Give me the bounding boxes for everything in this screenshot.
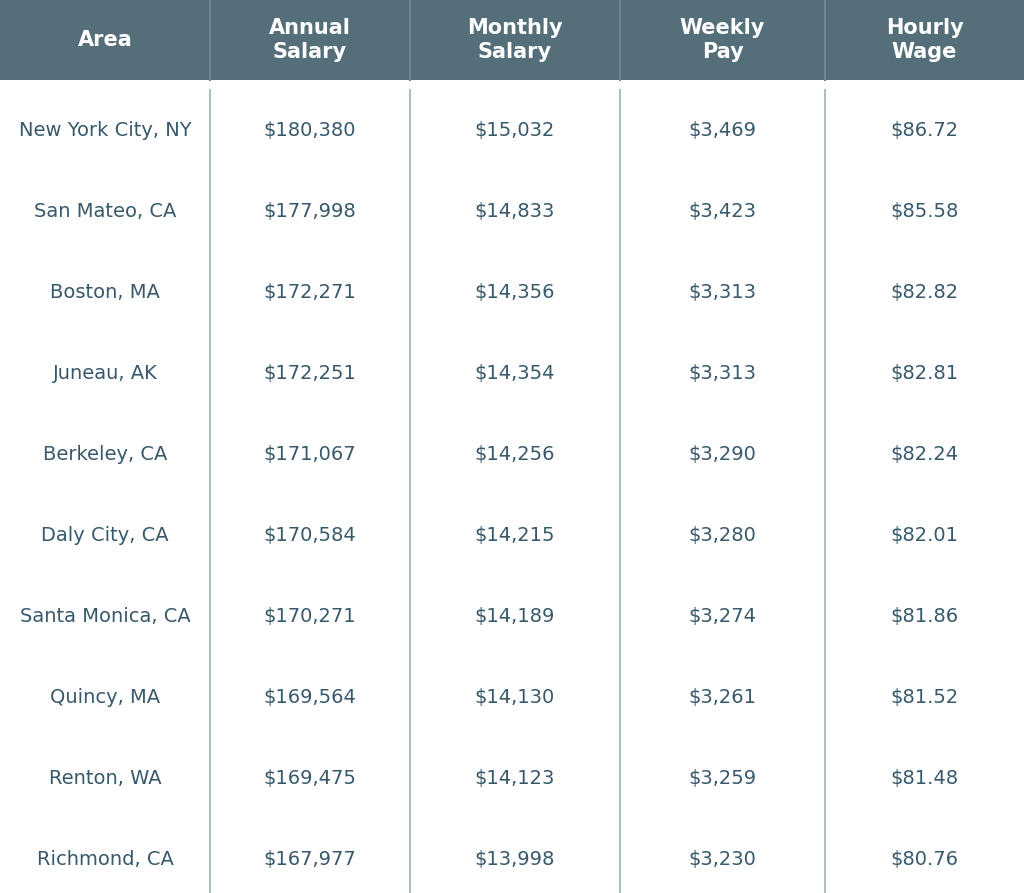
- Text: $3,313: $3,313: [688, 364, 757, 383]
- Text: $3,274: $3,274: [688, 607, 757, 626]
- Text: $3,261: $3,261: [688, 688, 757, 707]
- Text: $82.82: $82.82: [891, 283, 958, 302]
- Text: Monthly
Salary: Monthly Salary: [467, 19, 563, 62]
- Text: $3,259: $3,259: [688, 769, 757, 788]
- Text: $3,469: $3,469: [688, 121, 757, 140]
- Text: $86.72: $86.72: [891, 121, 958, 140]
- Bar: [0, 80, 1024, 90]
- Text: Berkeley, CA: Berkeley, CA: [43, 445, 167, 464]
- Text: $14,130: $14,130: [475, 688, 555, 707]
- Text: $82.01: $82.01: [891, 526, 958, 545]
- Text: Richmond, CA: Richmond, CA: [37, 850, 173, 869]
- Text: $14,354: $14,354: [475, 364, 555, 383]
- Text: $169,475: $169,475: [263, 769, 356, 788]
- Text: $85.58: $85.58: [890, 202, 958, 221]
- Text: Area: Area: [78, 30, 132, 50]
- Text: $14,215: $14,215: [475, 526, 555, 545]
- Text: San Mateo, CA: San Mateo, CA: [34, 202, 176, 221]
- Text: $3,280: $3,280: [688, 526, 757, 545]
- Text: $15,032: $15,032: [475, 121, 555, 140]
- Text: $3,313: $3,313: [688, 283, 757, 302]
- Text: $14,256: $14,256: [475, 445, 555, 464]
- Text: $82.81: $82.81: [891, 364, 958, 383]
- Text: $80.76: $80.76: [891, 850, 958, 869]
- Text: $172,251: $172,251: [263, 364, 356, 383]
- Text: $82.24: $82.24: [891, 445, 958, 464]
- Text: $170,271: $170,271: [264, 607, 356, 626]
- Text: $81.86: $81.86: [891, 607, 958, 626]
- Text: $14,123: $14,123: [475, 769, 555, 788]
- Text: $3,423: $3,423: [688, 202, 757, 221]
- Bar: [0, 0, 1024, 80]
- Text: $171,067: $171,067: [264, 445, 356, 464]
- Text: Santa Monica, CA: Santa Monica, CA: [19, 607, 190, 626]
- Text: Boston, MA: Boston, MA: [50, 283, 160, 302]
- Text: $177,998: $177,998: [263, 202, 356, 221]
- Text: $81.52: $81.52: [891, 688, 958, 707]
- Text: $170,584: $170,584: [263, 526, 356, 545]
- Text: Quincy, MA: Quincy, MA: [50, 688, 160, 707]
- Text: $14,189: $14,189: [475, 607, 555, 626]
- Text: Juneau, AK: Juneau, AK: [52, 364, 158, 383]
- Text: Daly City, CA: Daly City, CA: [41, 526, 169, 545]
- Text: Weekly
Pay: Weekly Pay: [680, 19, 765, 62]
- Text: Renton, WA: Renton, WA: [49, 769, 162, 788]
- Text: $180,380: $180,380: [264, 121, 356, 140]
- Text: $3,230: $3,230: [688, 850, 757, 869]
- Text: $14,833: $14,833: [475, 202, 555, 221]
- Text: $172,271: $172,271: [263, 283, 356, 302]
- Text: New York City, NY: New York City, NY: [18, 121, 191, 140]
- Text: $167,977: $167,977: [263, 850, 356, 869]
- Text: Hourly
Wage: Hourly Wage: [886, 19, 964, 62]
- Text: $169,564: $169,564: [263, 688, 356, 707]
- Text: Annual
Salary: Annual Salary: [269, 19, 351, 62]
- Text: $14,356: $14,356: [475, 283, 555, 302]
- Text: $3,290: $3,290: [688, 445, 757, 464]
- Text: $13,998: $13,998: [475, 850, 555, 869]
- Text: $81.48: $81.48: [891, 769, 958, 788]
